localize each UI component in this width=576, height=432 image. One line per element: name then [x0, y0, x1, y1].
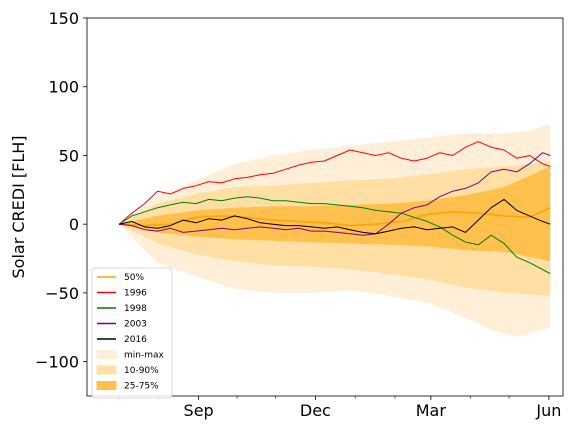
y-tick-label-3: 50	[59, 146, 79, 165]
y-tick-label-5: 150	[48, 9, 79, 28]
y-tick-label-0: −100	[35, 353, 79, 372]
y-tick-label-4: 100	[48, 78, 79, 97]
legend-label-2: 1998	[124, 304, 147, 314]
x-tick-label-2: Mar	[416, 401, 447, 420]
bands-layer	[119, 123, 551, 337]
legend-swatch-7	[96, 381, 117, 390]
series-line-3	[119, 152, 551, 236]
x-tick-label-0: Sep	[184, 401, 214, 420]
band-2	[119, 166, 551, 262]
legend-label-6: 10-90%	[124, 366, 159, 376]
legend-label-0: 50%	[124, 273, 144, 283]
legend-label-3: 2003	[124, 320, 147, 330]
legend-swatch-6	[96, 365, 117, 375]
x-tick-label-1: Dec	[300, 401, 331, 420]
legend-label-4: 2016	[124, 335, 147, 345]
series-line-2	[118, 196, 551, 275]
x-axis: Sep Dec Mar Jun	[118, 396, 561, 420]
series-layer	[118, 141, 551, 275]
legend-label-7: 25-75%	[124, 382, 159, 392]
legend-label-1: 1996	[124, 289, 147, 299]
y-tick-label-2: 0	[69, 215, 79, 234]
series-line-4	[118, 198, 551, 235]
series-line-0	[119, 206, 551, 227]
legend: 50% 1996 1998 2003 2016 min-max 10-90% 25-75%	[91, 267, 173, 399]
plot-frame	[86, 17, 564, 397]
y-tick-label-1: −50	[45, 284, 79, 303]
y-axis-label: Solar CREDI [FLH]	[9, 135, 28, 278]
legend-swatch-5	[96, 350, 117, 359]
legend-box	[91, 267, 173, 399]
legend-label-5: min-max	[124, 351, 165, 361]
y-axis: −100 −50 0 50 100 150	[35, 9, 87, 372]
series-line-1	[118, 141, 551, 225]
x-tick-label-3: Jun	[535, 401, 561, 420]
